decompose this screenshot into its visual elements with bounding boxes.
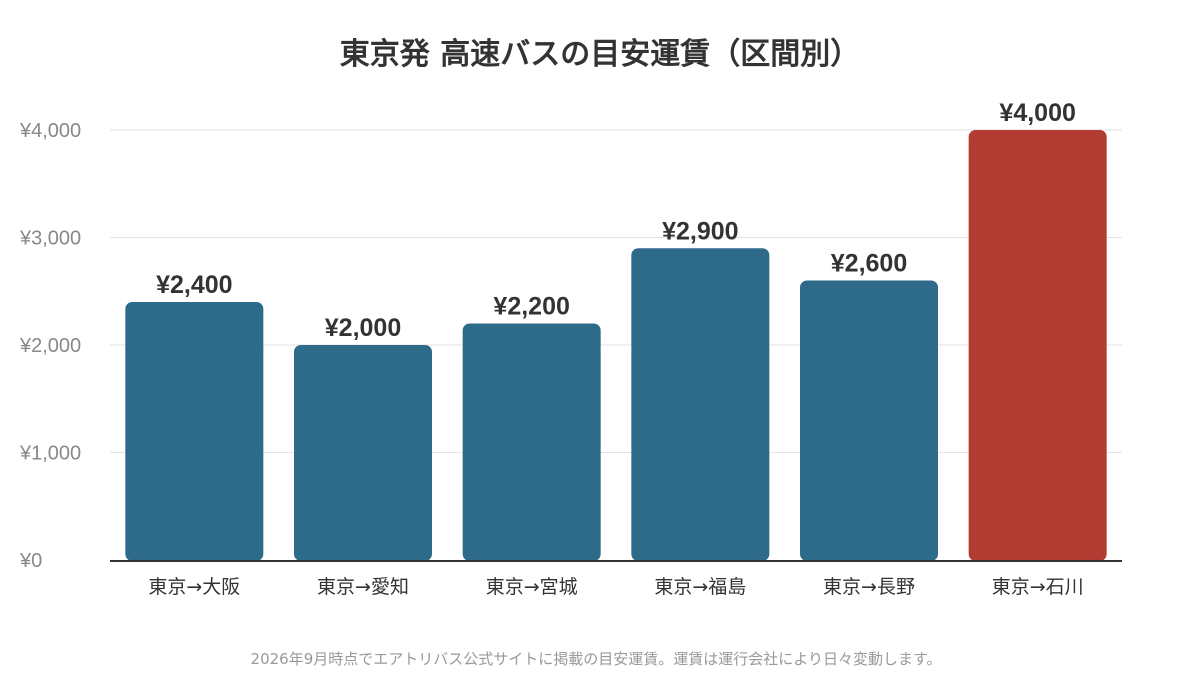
data-label: ¥2,200 [493,293,569,321]
x-tick-label: 東京→長野 [823,576,915,598]
bar [125,302,264,561]
data-label: ¥2,900 [662,217,738,245]
x-tick-label: 東京→宮城 [486,576,578,598]
x-tick-label: 東京→石川 [992,576,1084,598]
y-axis-ticks: ¥0 ¥1,000 ¥2,000 ¥3,000 ¥4,000 [19,120,81,572]
bar [294,345,432,561]
data-label: ¥2,000 [325,314,401,342]
x-tick-label: 東京→福島 [654,576,746,598]
bar [462,323,601,561]
data-labels: ¥2,400 ¥2,000 ¥2,200 ¥2,900 ¥2,600 ¥4,000 [156,99,1076,342]
bar [968,130,1107,561]
data-label: ¥2,600 [831,250,907,278]
x-tick-label: 東京→愛知 [317,576,409,598]
y-tick-label: ¥3,000 [19,228,81,250]
y-tick-label: ¥2,000 [19,335,81,357]
footnote: 2026年9月時点でエアトリバス公式サイトに掲載の目安運賃。運賃は運行会社により… [251,650,942,668]
y-tick-label: ¥0 [19,550,42,572]
chart-title: 東京発 高速バスの目安運賃（区間別） [340,37,860,72]
gridlines [110,129,1122,453]
bar [800,280,938,561]
x-axis-ticks: 東京→大阪 東京→愛知 東京→宮城 東京→福島 東京→長野 東京→石川 [148,576,1083,598]
x-tick-label: 東京→大阪 [148,576,240,598]
y-tick-label: ¥1,000 [19,443,81,465]
y-tick-label: ¥4,000 [19,120,81,142]
data-label: ¥2,400 [156,271,232,299]
bars [125,130,1107,561]
bar [631,248,770,561]
data-label: ¥4,000 [999,99,1075,127]
